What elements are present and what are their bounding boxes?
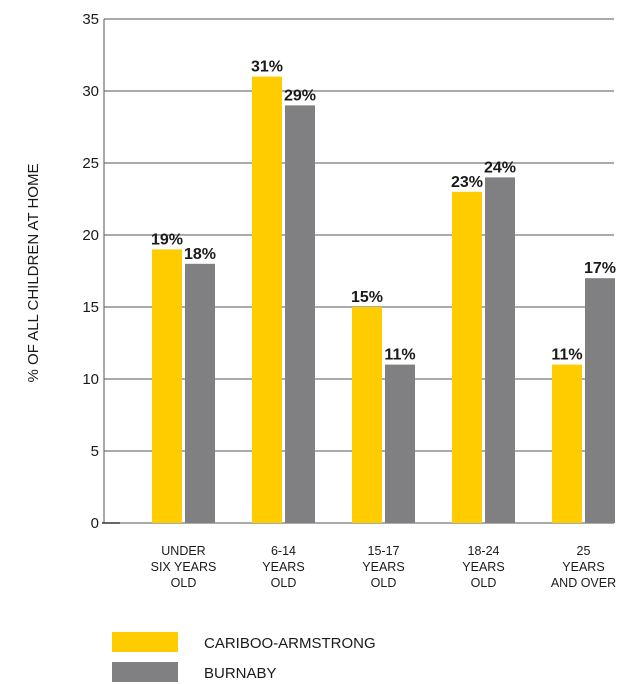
y-tick-label: 10 <box>82 371 99 388</box>
x-category-label: YEARS <box>362 560 404 574</box>
x-category-label: YEARS <box>262 560 304 574</box>
legend-swatch-burnaby <box>112 662 178 682</box>
data-label: 15% <box>351 289 383 306</box>
bar-burnaby <box>385 364 415 523</box>
legend-label: BURNABY <box>204 665 277 682</box>
x-category-label: OLD <box>271 576 297 590</box>
bar-burnaby <box>485 177 515 523</box>
x-category-label: YEARS <box>462 560 504 574</box>
y-axis-label: % OF ALL CHILDREN AT HOME <box>25 164 42 383</box>
category-labels: UNDER SIX YEARS OLD 6-14 YEARS OLD 15-17 YEARS O… <box>151 544 617 590</box>
y-tick-label: 15 <box>82 299 99 316</box>
legend: CARIBOO-ARMSTRONG BURNABY <box>112 632 376 682</box>
y-tick-label: 30 <box>82 83 99 100</box>
bar-cariboo-armstrong <box>452 191 482 524</box>
data-label: 24% <box>484 159 516 176</box>
y-axis-ticks: 0 5 10 15 20 25 30 35 <box>82 11 99 532</box>
x-category-label: 18-24 <box>468 544 500 558</box>
x-category-label: AND OVER <box>551 576 616 590</box>
data-label: 11% <box>384 347 415 364</box>
x-category-label: SIX YEARS <box>151 560 217 574</box>
bar-cariboo-armstrong <box>352 307 382 523</box>
bars <box>152 76 615 524</box>
bar-burnaby <box>185 263 215 523</box>
x-category-label: UNDER <box>161 544 205 558</box>
x-category-label: 25 <box>577 544 591 558</box>
bar-cariboo-armstrong <box>152 249 182 523</box>
data-labels: 19% 31% 15% 23% 11% 18% 29% 11% 24% 17% <box>151 59 616 364</box>
data-label: 17% <box>584 260 616 277</box>
data-label: 31% <box>251 59 283 76</box>
data-label: 23% <box>451 174 483 191</box>
data-label: 18% <box>184 246 216 263</box>
y-tick-label: 35 <box>82 11 99 28</box>
y-tick-label: 0 <box>91 515 99 532</box>
x-category-label: OLD <box>171 576 197 590</box>
x-category-label: OLD <box>371 576 397 590</box>
bar-burnaby <box>585 278 615 523</box>
x-category-label: OLD <box>471 576 497 590</box>
y-tick-label: 20 <box>82 227 99 244</box>
x-category-label: YEARS <box>562 560 604 574</box>
legend-label: CARIBOO-ARMSTRONG <box>204 635 376 652</box>
data-label: 19% <box>151 231 183 248</box>
y-tick-label: 5 <box>91 443 99 460</box>
y-tick-label: 25 <box>82 155 99 172</box>
data-label: 29% <box>284 87 316 104</box>
x-category-label: 15-17 <box>368 544 400 558</box>
bar-cariboo-armstrong <box>252 76 282 523</box>
bar-cariboo-armstrong <box>552 364 582 523</box>
bar-burnaby <box>285 105 315 524</box>
x-category-label: 6-14 <box>271 544 296 558</box>
legend-swatch-cariboo-armstrong <box>112 632 178 652</box>
data-label: 11% <box>551 347 582 364</box>
